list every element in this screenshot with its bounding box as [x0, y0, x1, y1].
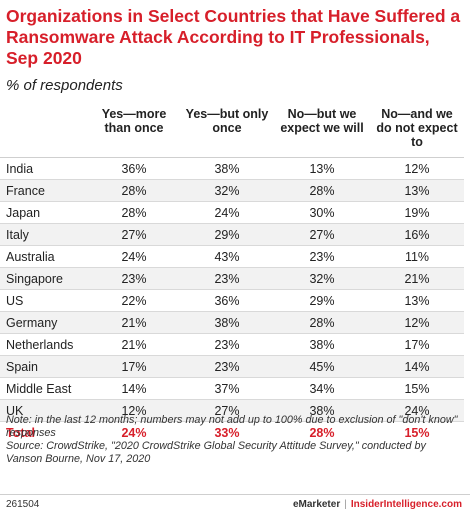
country-cell: Netherlands [0, 333, 88, 356]
value-cell: 12% [370, 311, 464, 334]
footer-divider [0, 494, 470, 495]
value-cell: 21% [370, 267, 464, 290]
table-row: Japan 28% 24% 30% 19% [0, 201, 464, 224]
value-cell: 32% [180, 179, 274, 202]
source-text: Source: CrowdStrike, "2020 CrowdStrike G… [6, 440, 426, 465]
total-value-cell: 33% [180, 421, 274, 443]
value-cell: 38% [274, 399, 370, 422]
country-cell: Italy [0, 223, 88, 246]
total-row: Total 24% 33% 28% 15% [0, 421, 464, 443]
value-cell: 24% [180, 201, 274, 224]
value-cell: 13% [370, 289, 464, 312]
column-header: No—but we expect we will [274, 103, 370, 158]
value-cell: 27% [88, 223, 180, 246]
value-cell: 30% [274, 201, 370, 224]
brand: eMarketer | InsiderIntelligence.com [293, 499, 462, 510]
value-cell: 22% [88, 289, 180, 312]
value-cell: 34% [274, 377, 370, 400]
value-cell: 23% [180, 333, 274, 356]
value-cell: 13% [274, 157, 370, 180]
value-cell: 29% [180, 223, 274, 246]
country-cell: Spain [0, 355, 88, 378]
value-cell: 17% [88, 355, 180, 378]
table-row: US 22% 36% 29% 13% [0, 289, 464, 312]
value-cell: 38% [180, 311, 274, 334]
value-cell: 19% [370, 201, 464, 224]
brand-insider-intelligence[interactable]: InsiderIntelligence.com [350, 499, 462, 510]
table-row: Singapore 23% 23% 32% 21% [0, 267, 464, 290]
country-cell: Australia [0, 245, 88, 268]
value-cell: 21% [88, 333, 180, 356]
value-cell: 38% [274, 333, 370, 356]
table-row: India 36% 38% 13% 12% [0, 157, 464, 180]
chart-subtitle: % of respondents [6, 77, 123, 94]
column-header: No—and we do not expect to [370, 103, 464, 158]
value-cell: 28% [274, 311, 370, 334]
note-text: Note: in the last 12 months; numbers may… [6, 414, 458, 439]
table-row: Netherlands 21% 23% 38% 17% [0, 333, 464, 356]
column-header: Yes—but only once [180, 103, 274, 158]
value-cell: 28% [88, 201, 180, 224]
value-cell: 24% [88, 245, 180, 268]
table-body: India 36% 38% 13% 12% France 28% 32% 28% 13% Japan… [0, 157, 464, 443]
country-cell: Middle East [0, 377, 88, 400]
value-cell: 15% [370, 377, 464, 400]
table-row: UK 12% 27% 38% 24% [0, 399, 464, 422]
value-cell: 29% [274, 289, 370, 312]
country-cell: Singapore [0, 267, 88, 290]
table-row: Spain 17% 23% 45% 14% [0, 355, 464, 378]
brand-emarketer: eMarketer [292, 499, 341, 510]
table-row: Australia 24% 43% 23% 11% [0, 245, 464, 268]
value-cell: 36% [180, 289, 274, 312]
value-cell: 38% [180, 157, 274, 180]
value-cell: 11% [370, 245, 464, 268]
country-cell: Japan [0, 201, 88, 224]
notes: Note: in the last 12 months; numbers may… [6, 414, 464, 466]
value-cell: 14% [88, 377, 180, 400]
value-cell: 16% [370, 223, 464, 246]
table-row: Italy 27% 29% 27% 16% [0, 223, 464, 246]
value-cell: 21% [88, 311, 180, 334]
total-value-cell: 15% [370, 421, 464, 443]
value-cell: 12% [88, 399, 180, 422]
value-cell: 43% [180, 245, 274, 268]
value-cell: 17% [370, 333, 464, 356]
column-header: Yes—more than once [88, 103, 180, 158]
chart-id: 261504 [6, 499, 40, 510]
footer: 261504 eMarketer | InsiderIntelligence.com [6, 497, 462, 513]
value-cell: 14% [370, 355, 464, 378]
value-cell: 27% [274, 223, 370, 246]
value-cell: 13% [370, 179, 464, 202]
table-row: France 28% 32% 28% 13% [0, 179, 464, 202]
total-value-cell: 28% [274, 421, 370, 443]
total-value-cell: 24% [88, 421, 180, 443]
country-cell: Germany [0, 311, 88, 334]
brand-separator: | [344, 499, 347, 510]
value-cell: 28% [88, 179, 180, 202]
value-cell: 23% [180, 355, 274, 378]
value-cell: 28% [274, 179, 370, 202]
country-cell: UK [0, 399, 88, 422]
chart-title: Organizations in Select Countries that H… [6, 6, 461, 68]
column-header [0, 103, 88, 158]
value-cell: 27% [180, 399, 274, 422]
value-cell: 23% [88, 267, 180, 290]
value-cell: 37% [180, 377, 274, 400]
data-table: Yes—more than once Yes—but only once No—… [0, 103, 464, 443]
value-cell: 45% [274, 355, 370, 378]
country-cell: India [0, 157, 88, 180]
value-cell: 23% [180, 267, 274, 290]
header-row: Yes—more than once Yes—but only once No—… [0, 103, 464, 158]
total-label: Total [0, 421, 88, 443]
value-cell: 36% [88, 157, 180, 180]
value-cell: 12% [370, 157, 464, 180]
country-cell: US [0, 289, 88, 312]
value-cell: 32% [274, 267, 370, 290]
value-cell: 23% [274, 245, 370, 268]
table-row: Germany 21% 38% 28% 12% [0, 311, 464, 334]
value-cell: 24% [370, 399, 464, 422]
table-row: Middle East 14% 37% 34% 15% [0, 377, 464, 400]
country-cell: France [0, 179, 88, 202]
